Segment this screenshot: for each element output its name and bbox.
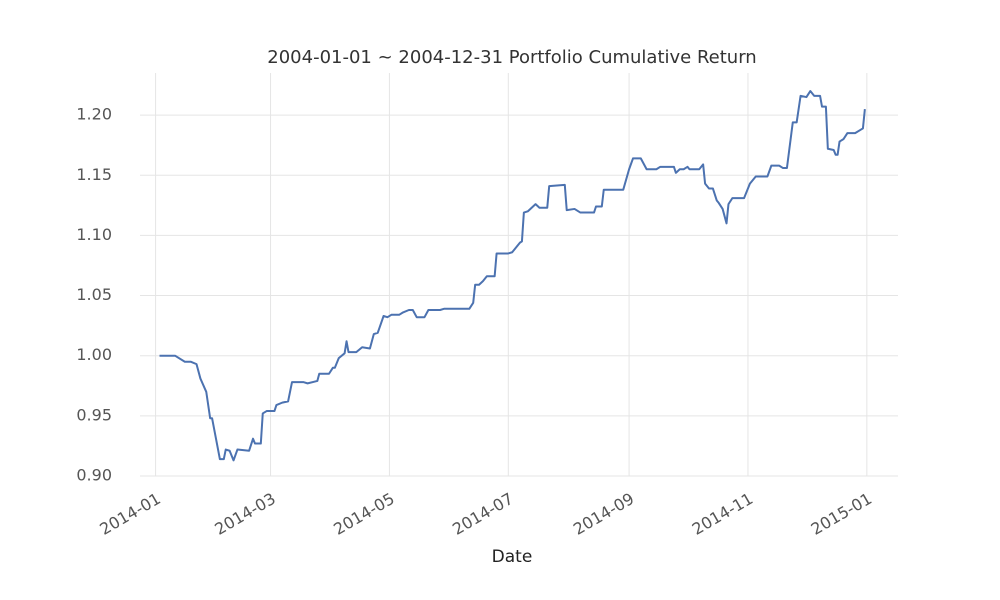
x-tick-label: 2014-03 [211,489,278,539]
x-tick-label: 2014-09 [570,489,637,539]
y-tick-label: 1.10 [76,225,112,244]
y-tick-label: 0.90 [76,466,112,485]
x-axis-label: Date [492,547,533,567]
y-tick-label: 1.00 [76,345,112,364]
x-tick-label: 2014-01 [96,489,163,539]
x-tick-label: 2014-07 [449,489,516,539]
y-tick-label: 1.15 [76,165,112,184]
chart-title: 2004-01-01 ~ 2004-12-31 Portfolio Cumula… [267,47,756,68]
x-tick-label: 2014-11 [689,489,756,539]
y-tick-label: 0.95 [76,405,112,424]
y-tick-label: 1.05 [76,285,112,304]
x-tick-label: 2014-05 [330,489,397,539]
y-tick-label: 1.20 [76,105,112,124]
line-series [159,90,866,462]
x-tick-label: 2015-01 [808,489,875,539]
